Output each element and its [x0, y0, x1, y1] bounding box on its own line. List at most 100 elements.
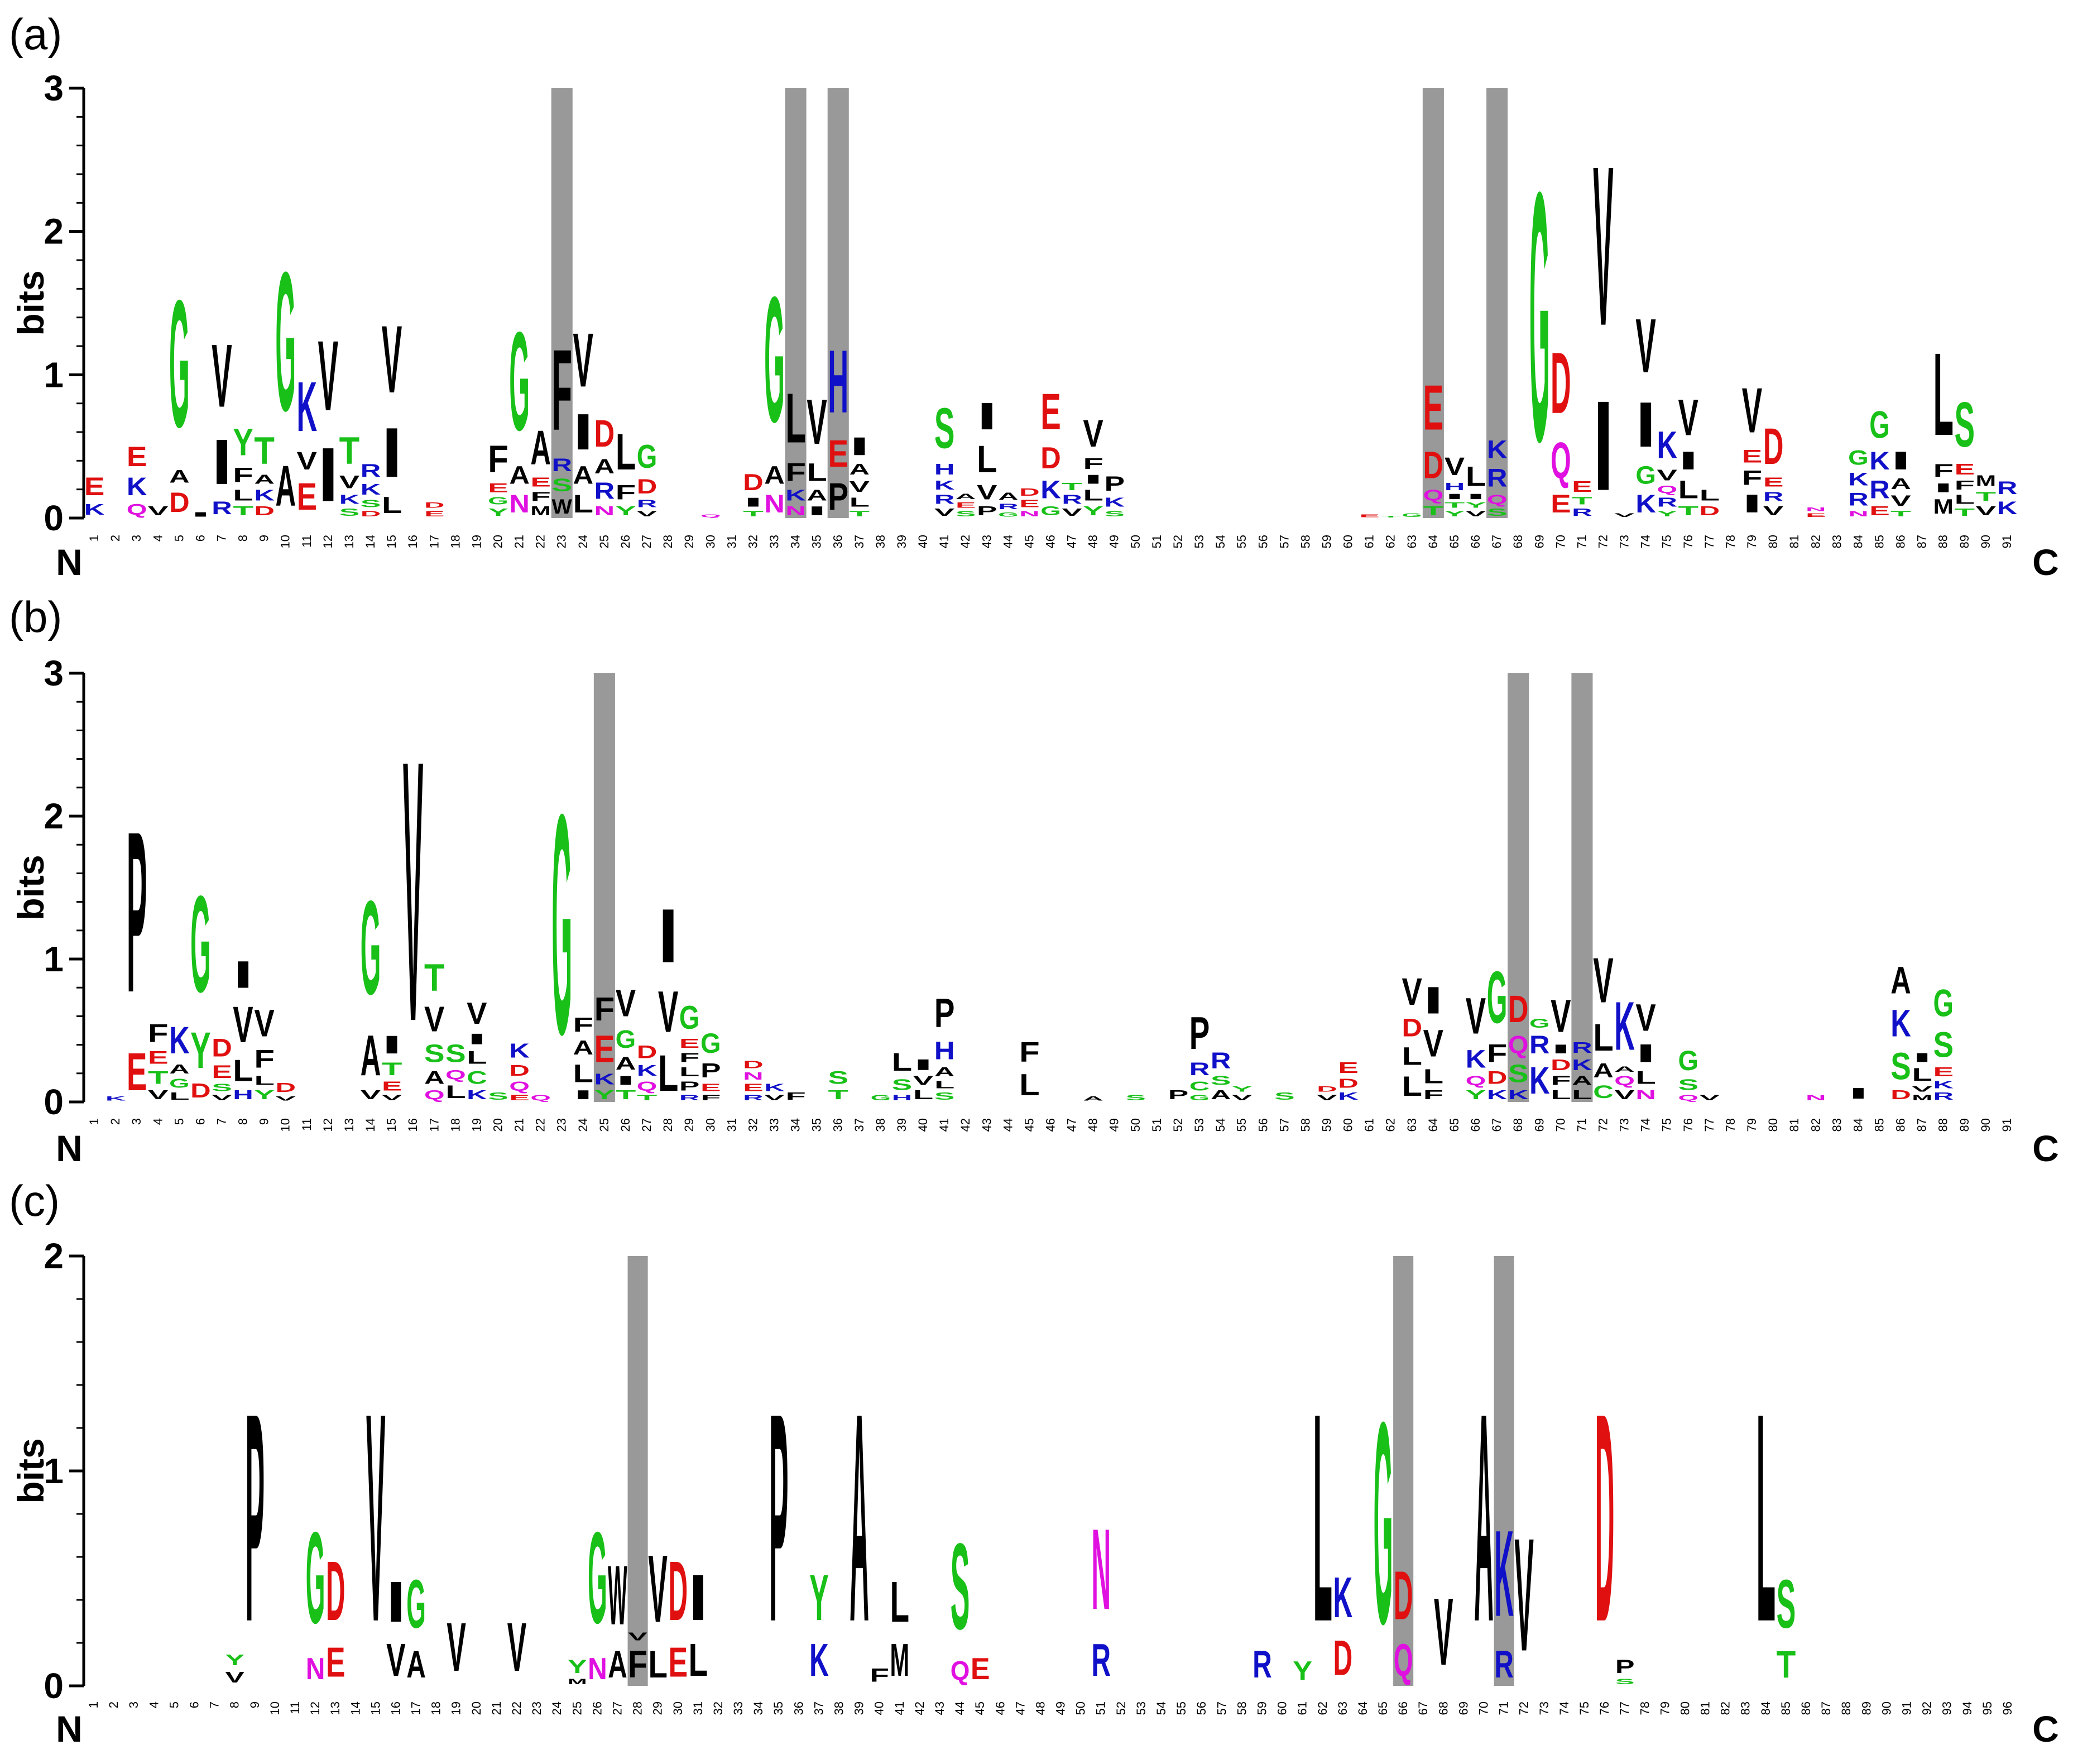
logo-letter-G: G	[1189, 1094, 1210, 1102]
logo-letter-K: K	[637, 1062, 658, 1079]
position-label: 43	[980, 535, 994, 548]
logo-letter-L: L	[1593, 1016, 1614, 1059]
logo-letter-R: R	[1211, 1047, 1231, 1073]
position-label: 90	[1879, 1701, 1893, 1715]
logo-letter-H: H	[1445, 481, 1465, 492]
logo-letter-D: D	[1423, 443, 1444, 486]
logo-letter-R: R	[361, 461, 381, 481]
position-label: 9	[257, 1118, 271, 1125]
y-tick-label: 0	[44, 498, 64, 538]
logo-letter-T: T	[828, 1087, 848, 1102]
position-label: 37	[812, 1701, 826, 1715]
logo-letter-L: L	[445, 1082, 466, 1102]
logo-letter-T: T	[424, 956, 445, 999]
logo-letter-I: I	[212, 426, 232, 498]
position-label: 69	[1532, 1118, 1546, 1132]
logo-letter-R: R	[1091, 1634, 1111, 1686]
logo-letter-D: D	[254, 504, 275, 519]
logo-letter-V: V	[1614, 1087, 1635, 1102]
logo-letter-K: K	[84, 501, 105, 518]
highlight-column-67	[1486, 88, 1508, 518]
logo-letter-Y: Y	[809, 1561, 829, 1634]
logo-letter-F: F	[148, 1019, 169, 1048]
logo-letter-T: T	[1976, 490, 1997, 504]
position-label: 31	[724, 535, 738, 548]
position-label: 73	[1618, 535, 1631, 548]
logo-letter-K: K	[1890, 1001, 1911, 1044]
position-label: 83	[1830, 1118, 1844, 1132]
logo-letter-G: G	[679, 1000, 700, 1036]
y-tick-label: 0	[44, 1666, 64, 1706]
logo-letter-D: D	[1333, 1631, 1353, 1686]
logo-letter-G: G	[1635, 461, 1656, 489]
position-label: 64	[1426, 535, 1440, 548]
logo-letter-K: K	[1529, 1058, 1550, 1101]
position-label: 24	[550, 1701, 564, 1715]
position-label: 59	[1320, 1118, 1334, 1132]
logo-letter-N: N	[1091, 1504, 1111, 1633]
logo-letter-L: L	[573, 490, 594, 518]
logo-letter-V: V	[977, 481, 997, 504]
logo-letter-I: I	[807, 504, 827, 518]
logo-letter-D: D	[275, 1081, 296, 1095]
logo-letter-G: G	[764, 259, 785, 460]
logo-letter-A: A	[608, 1642, 627, 1686]
logo-letter-A: A	[934, 1065, 955, 1080]
position-label: 22	[534, 1118, 548, 1132]
logo-letter-Q: Q	[424, 1088, 445, 1102]
logo-letter-Q: Q	[637, 1079, 658, 1093]
position-label: 42	[913, 1701, 927, 1715]
position-label: 70	[1553, 1118, 1567, 1132]
logo-letter-G: G	[361, 873, 381, 1023]
logo-letter-D: D	[1763, 418, 1784, 475]
logo-letter-F: F	[1933, 461, 1954, 481]
position-label: 51	[1094, 1701, 1108, 1715]
position-label: 23	[555, 1118, 569, 1132]
position-label: 23	[555, 535, 569, 548]
position-label: 85	[1873, 1118, 1887, 1132]
logo-letter-A: A	[254, 472, 275, 487]
position-label: 4	[151, 1118, 165, 1125]
position-label: 40	[916, 535, 930, 548]
logo-letter-A: A	[1474, 1352, 1494, 1684]
logo-letter-V: V	[1317, 1094, 1337, 1102]
position-label: 41	[937, 1118, 951, 1132]
logo-letter-N: N	[1806, 1093, 1826, 1102]
logo-letter-H: H	[892, 1093, 913, 1102]
position-label: 27	[640, 1118, 654, 1132]
logo-letter-R: R	[594, 478, 615, 504]
logo-letter-E: E	[1040, 384, 1061, 441]
position-label: 61	[1362, 535, 1376, 548]
position-label: 63	[1336, 1701, 1350, 1715]
position-label: 17	[427, 1118, 441, 1132]
position-label: 36	[831, 535, 845, 548]
position-label: 28	[661, 535, 675, 548]
logo-letter-L: L	[573, 1060, 594, 1088]
position-label: 90	[1979, 1118, 1993, 1132]
position-label: 10	[268, 1701, 282, 1715]
logo-letter-F: F	[700, 1094, 721, 1102]
logo-letter-D: D	[190, 1080, 211, 1102]
position-label: 9	[248, 1701, 262, 1708]
logo-letter-Q: Q	[1678, 1094, 1699, 1102]
logo-letter-E: E	[127, 441, 147, 472]
position-label: 27	[640, 535, 654, 548]
position-label: 57	[1277, 535, 1291, 548]
logo-letter-D: D	[1595, 1352, 1615, 1684]
position-label: 28	[661, 1118, 675, 1132]
position-label: 8	[236, 1118, 250, 1125]
logo-letter-N: N	[785, 504, 806, 519]
position-label: 58	[1235, 1701, 1249, 1715]
position-label: 3	[129, 535, 143, 541]
position-label: 65	[1447, 535, 1461, 548]
y-tick-label: 1	[44, 939, 64, 979]
logo-letter-Y: Y	[233, 421, 253, 464]
logo-letter-E: E	[382, 1079, 402, 1094]
logo-letter-P: P	[1189, 1008, 1210, 1059]
logo-letter-I: I	[1593, 374, 1614, 517]
highlight-column-71	[1494, 1256, 1514, 1686]
logo-letter-G: G	[275, 231, 296, 452]
logo-letter-L: L	[1423, 1065, 1444, 1087]
position-label: 41	[937, 535, 951, 548]
logo-letter-K: K	[809, 1634, 829, 1686]
